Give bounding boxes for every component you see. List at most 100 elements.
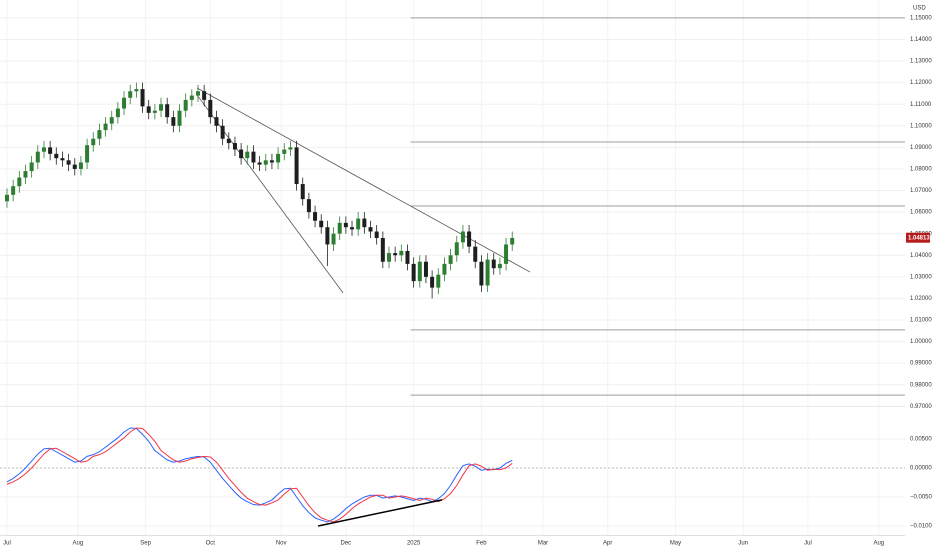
candle-body	[491, 259, 496, 269]
candle-body	[454, 242, 459, 256]
candle-body	[29, 162, 34, 172]
candle-body	[504, 244, 509, 264]
candle-body	[263, 160, 268, 165]
candle-body	[146, 106, 151, 113]
y-tick-label: 1.10000	[910, 123, 932, 129]
candle-body	[356, 218, 361, 230]
last-price-label: 1.04813	[908, 235, 930, 241]
candle-body	[485, 259, 490, 286]
candle-body	[202, 91, 207, 100]
divergence-line	[317, 499, 443, 527]
candle-body	[405, 250, 410, 264]
candle-body	[288, 147, 293, 150]
candle-body	[72, 164, 77, 169]
y-tick-label: 1.04000	[910, 253, 932, 259]
candle-body	[393, 253, 398, 256]
candle-body	[331, 233, 336, 245]
candle-body	[386, 253, 391, 262]
candle-body	[460, 231, 465, 243]
y2-tick-label: −0.01000	[910, 524, 932, 530]
candle-body	[140, 89, 145, 107]
candle-body	[232, 143, 237, 150]
candle-body	[306, 199, 311, 213]
candle-body	[368, 227, 373, 232]
candle-body	[251, 151, 256, 163]
candle-body	[48, 147, 53, 154]
y-tick-label: 1.01000	[910, 318, 932, 324]
candle-body	[411, 263, 416, 282]
x-tick-label: Jul	[3, 541, 11, 547]
x-tick-label: Aug	[73, 541, 84, 547]
x-tick-label: Oct	[206, 541, 216, 547]
y-tick-label: 1.02000	[910, 296, 932, 302]
y-tick-label: 1.09000	[910, 145, 932, 151]
x-tick-label: Feb	[476, 541, 487, 547]
candle-body	[78, 162, 83, 169]
candle-body	[4, 194, 9, 202]
candle-body	[115, 108, 120, 118]
candle-body	[128, 91, 133, 98]
candle-body	[313, 212, 318, 221]
candle-body	[442, 263, 447, 275]
candle-body	[417, 261, 422, 282]
candle-body	[380, 237, 385, 262]
candle-body	[497, 263, 502, 269]
candle-body	[189, 95, 194, 100]
candle-body	[300, 184, 305, 200]
candle-body	[257, 162, 262, 165]
candle-body	[85, 145, 90, 163]
candle-body	[343, 222, 348, 228]
trendline	[196, 87, 531, 273]
candle-body	[226, 138, 231, 144]
x-tick-label: 2025	[407, 541, 421, 547]
candle-body	[171, 117, 176, 126]
candle-body	[319, 220, 324, 228]
candle-body	[374, 231, 379, 238]
x-tick-label: Dec	[341, 541, 352, 547]
candle-body	[35, 151, 40, 163]
candle-body	[269, 160, 274, 163]
y-tick-label: 1.08000	[910, 167, 932, 173]
x-tick-label: Jun	[738, 541, 748, 547]
candle-body	[54, 153, 59, 159]
candle-body	[245, 151, 250, 159]
candle-body	[430, 276, 435, 288]
candle-body	[276, 153, 281, 163]
x-tick-label: Sep	[140, 541, 151, 547]
candle-body	[23, 171, 28, 178]
candle-body	[399, 250, 404, 256]
x-tick-label: May	[670, 541, 681, 547]
candle-body	[17, 177, 22, 187]
candle-body	[448, 255, 453, 264]
x-tick-label: Apr	[603, 541, 612, 547]
candle-body	[220, 125, 225, 139]
y-tick-label: 0.99000	[910, 361, 932, 367]
y-tick-label: 1.03000	[910, 274, 932, 280]
indicator-line	[6, 427, 513, 523]
candle-body	[122, 97, 127, 109]
x-tick-label: Jul	[804, 541, 812, 547]
y-tick-label: 0.98000	[910, 382, 932, 388]
candle-body	[11, 186, 16, 195]
currency-label: USD	[913, 6, 926, 12]
candle-body	[362, 218, 367, 228]
candle-body	[510, 237, 515, 245]
x-tick-label: Nov	[276, 541, 287, 547]
y-tick-label: 1.07000	[910, 188, 932, 194]
candle-body	[97, 130, 102, 139]
candle-body	[282, 149, 287, 154]
candle-body	[183, 99, 188, 111]
y-tick-label: 1.00000	[910, 339, 932, 345]
candle-body	[214, 117, 219, 126]
candle-body	[479, 261, 484, 286]
candle-body	[152, 110, 157, 113]
candle-body	[436, 274, 441, 288]
candle-body	[473, 246, 478, 262]
candle-body	[103, 123, 108, 131]
indicator-line	[6, 427, 513, 523]
x-tick-label: Mar	[538, 541, 548, 547]
candle-body	[239, 149, 244, 159]
y2-tick-label: −0.00500	[910, 495, 932, 501]
